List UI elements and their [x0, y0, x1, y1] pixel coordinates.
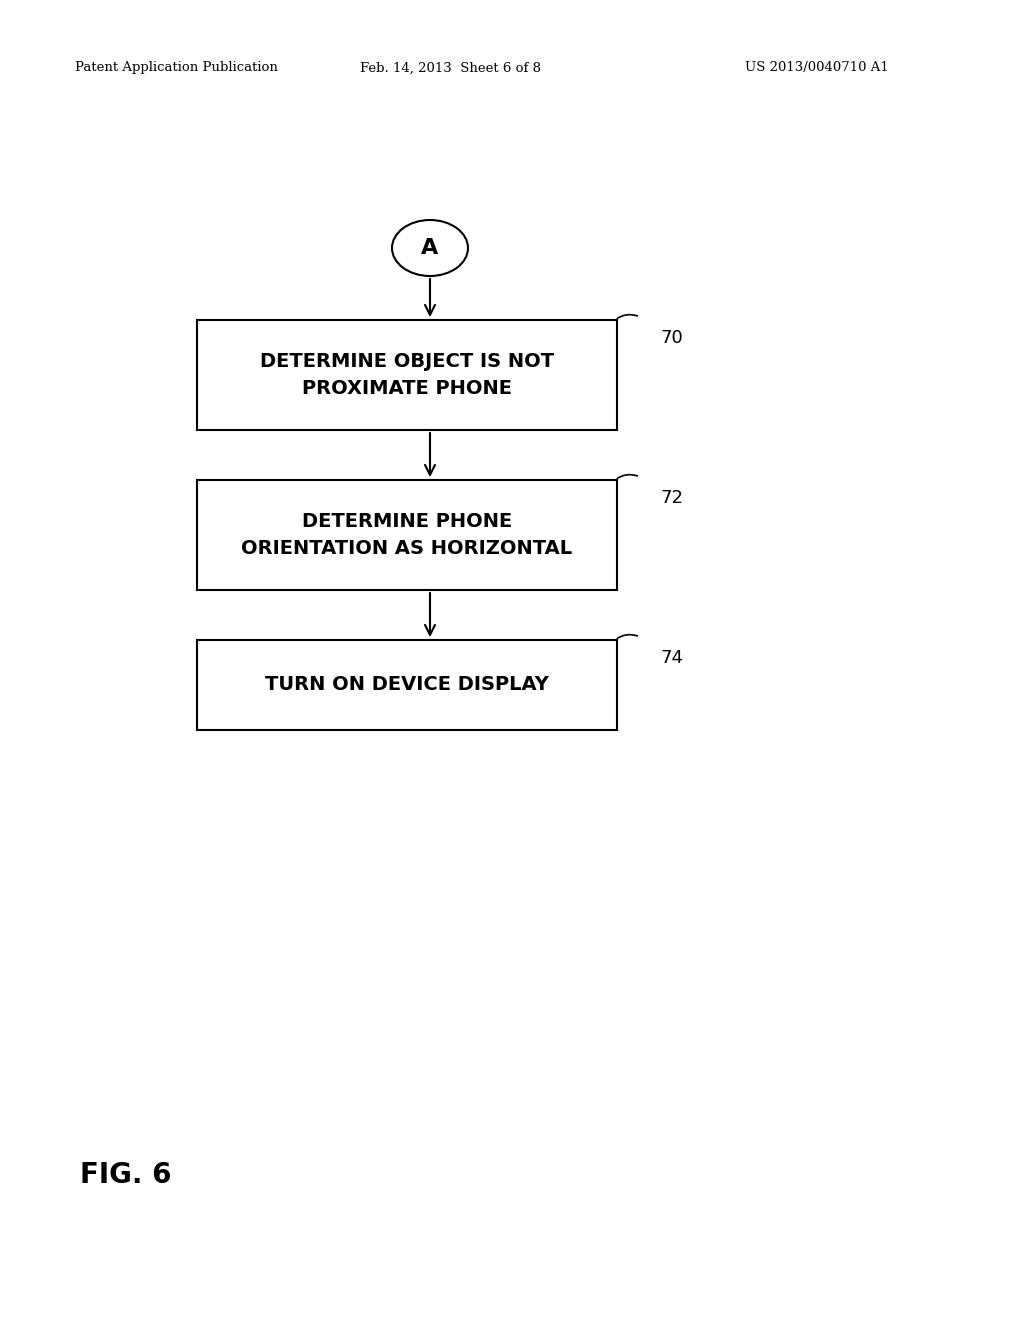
- Text: A: A: [421, 238, 438, 257]
- Text: US 2013/0040710 A1: US 2013/0040710 A1: [745, 62, 889, 74]
- Text: TURN ON DEVICE DISPLAY: TURN ON DEVICE DISPLAY: [265, 676, 549, 694]
- Text: 70: 70: [660, 329, 683, 347]
- Text: FIG. 6: FIG. 6: [80, 1162, 171, 1189]
- Text: DETERMINE OBJECT IS NOT
PROXIMATE PHONE: DETERMINE OBJECT IS NOT PROXIMATE PHONE: [260, 352, 554, 397]
- Text: DETERMINE PHONE
ORIENTATION AS HORIZONTAL: DETERMINE PHONE ORIENTATION AS HORIZONTA…: [242, 512, 572, 558]
- Text: Patent Application Publication: Patent Application Publication: [75, 62, 278, 74]
- Bar: [197, 640, 617, 730]
- Text: 72: 72: [660, 488, 683, 507]
- Text: Feb. 14, 2013  Sheet 6 of 8: Feb. 14, 2013 Sheet 6 of 8: [360, 62, 541, 74]
- Bar: [197, 480, 617, 590]
- Bar: [197, 319, 617, 430]
- Text: 74: 74: [660, 649, 683, 667]
